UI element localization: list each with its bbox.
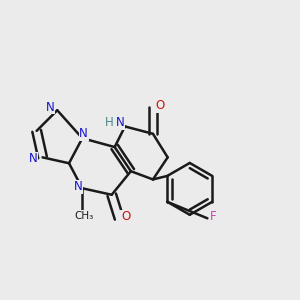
Text: N: N	[74, 180, 82, 193]
Text: H: H	[104, 116, 113, 129]
Text: F: F	[209, 210, 216, 223]
Text: N: N	[80, 127, 88, 140]
Text: O: O	[121, 210, 130, 223]
Text: N: N	[28, 152, 37, 165]
Text: CH₃: CH₃	[74, 211, 93, 221]
Text: O: O	[155, 99, 164, 112]
Text: N: N	[46, 101, 54, 114]
Text: N: N	[116, 116, 124, 129]
